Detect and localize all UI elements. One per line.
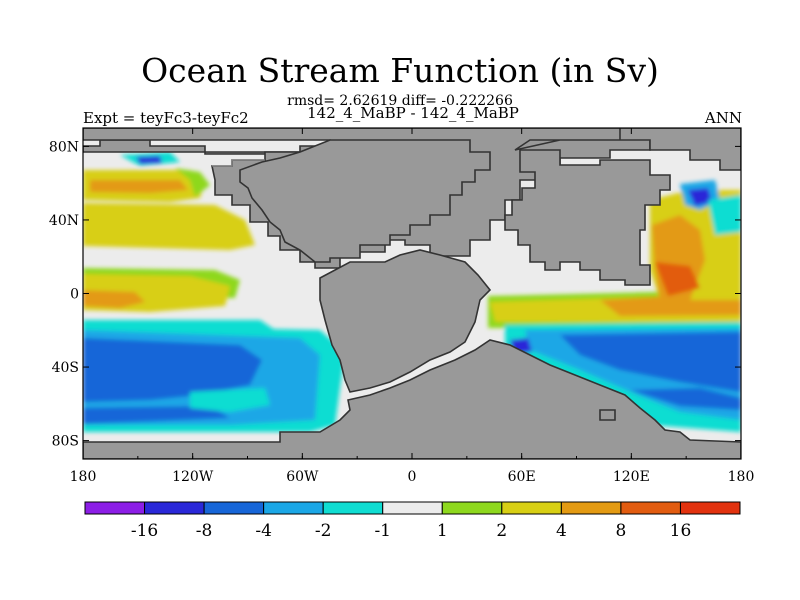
land-antarctica-india (83, 339, 741, 459)
y-tick-label: 80N (49, 139, 79, 155)
colorbar-label: -16 (131, 521, 158, 541)
contour-eq-pacific-orange (83, 290, 145, 308)
x-tick-label: 60W (286, 469, 319, 485)
map-field (83, 128, 741, 459)
colorbar: -16 -8 -4 -2 -1 1 2 4 8 16 (84, 501, 741, 541)
contour-fill-layer (83, 152, 741, 432)
y-axis-ticks: 80N 40N 0 40S 80S (49, 139, 741, 450)
chart-subtitle: rmsd= 2.62619 diff= -0.222266 (287, 93, 513, 109)
x-tick-label: 120E (613, 469, 650, 485)
period-label: 142_4_MaBP - 142_4_MaBP (307, 104, 519, 122)
land-eurasia-east (514, 128, 741, 171)
colorbar-label: 4 (556, 521, 567, 541)
contour-arctic-neg-core (136, 156, 162, 164)
contour-east-north-neg-core (688, 188, 712, 206)
season-label: ANN (704, 109, 742, 127)
chart-title: Ocean Stream Function (in Sv) (141, 51, 659, 90)
x-axis-ticks: 180 120W 60W 0 60E 120E 180 (70, 128, 755, 485)
colorbar-swatch (679, 501, 741, 515)
y-tick-label: 40N (49, 213, 79, 229)
y-tick-label: 40S (52, 360, 79, 376)
contour-south-pacific-mid (83, 338, 262, 402)
colorbar-swatch (84, 501, 146, 515)
x-tick-label: 180 (70, 469, 97, 485)
colorbar-swatch (203, 501, 265, 515)
colorbar-label: -8 (196, 521, 213, 541)
colorbar-label: 2 (496, 521, 507, 541)
colorbar-label: -4 (255, 521, 272, 541)
colorbar-swatch (501, 501, 562, 515)
land-small-island (599, 409, 616, 421)
colorbar-label: 16 (670, 521, 692, 541)
land-north-america (239, 139, 491, 263)
x-tick-label: 60E (508, 469, 536, 485)
contour-south-pacific-band (83, 406, 230, 424)
contour-south-east-mid (560, 332, 741, 392)
contour-south-east-band (630, 388, 741, 410)
y-tick-label: 80S (52, 434, 79, 450)
colorbar-label: 1 (437, 521, 448, 541)
colorbar-swatch (322, 501, 384, 515)
colorbar-label: 8 (615, 521, 626, 541)
x-tick-label: 120W (172, 469, 214, 485)
contour-north-pacific-pos-edge (175, 168, 210, 197)
colorbar-swatch (620, 501, 681, 515)
experiment-label: Expt = teyFc3-teyFc2 (83, 109, 249, 127)
land-south-america-africa (319, 249, 492, 393)
x-tick-label: 0 (408, 469, 417, 485)
contour-south-pacific-inner (190, 388, 270, 412)
land-layer (83, 128, 741, 459)
contour-east-north-deep (655, 262, 700, 296)
colorbar-label: -1 (374, 521, 391, 541)
colorbar-swatch (144, 501, 205, 515)
colorbar-swatch (441, 501, 503, 515)
x-tick-label: 180 (728, 469, 755, 485)
y-tick-label: 0 (70, 287, 79, 303)
colorbar-label: -2 (315, 521, 332, 541)
land-asia-main (504, 149, 671, 286)
contour-east-north-cyan (708, 195, 741, 235)
coast-ring (212, 159, 265, 167)
colorbar-swatch (263, 501, 324, 515)
contour-north-pacific-pos-core (90, 180, 188, 193)
land-arctic-strip (83, 139, 301, 155)
colorbar-swatch (382, 501, 443, 515)
colorbar-swatch (560, 501, 622, 515)
contour-subtropical-pos-light (83, 208, 200, 240)
